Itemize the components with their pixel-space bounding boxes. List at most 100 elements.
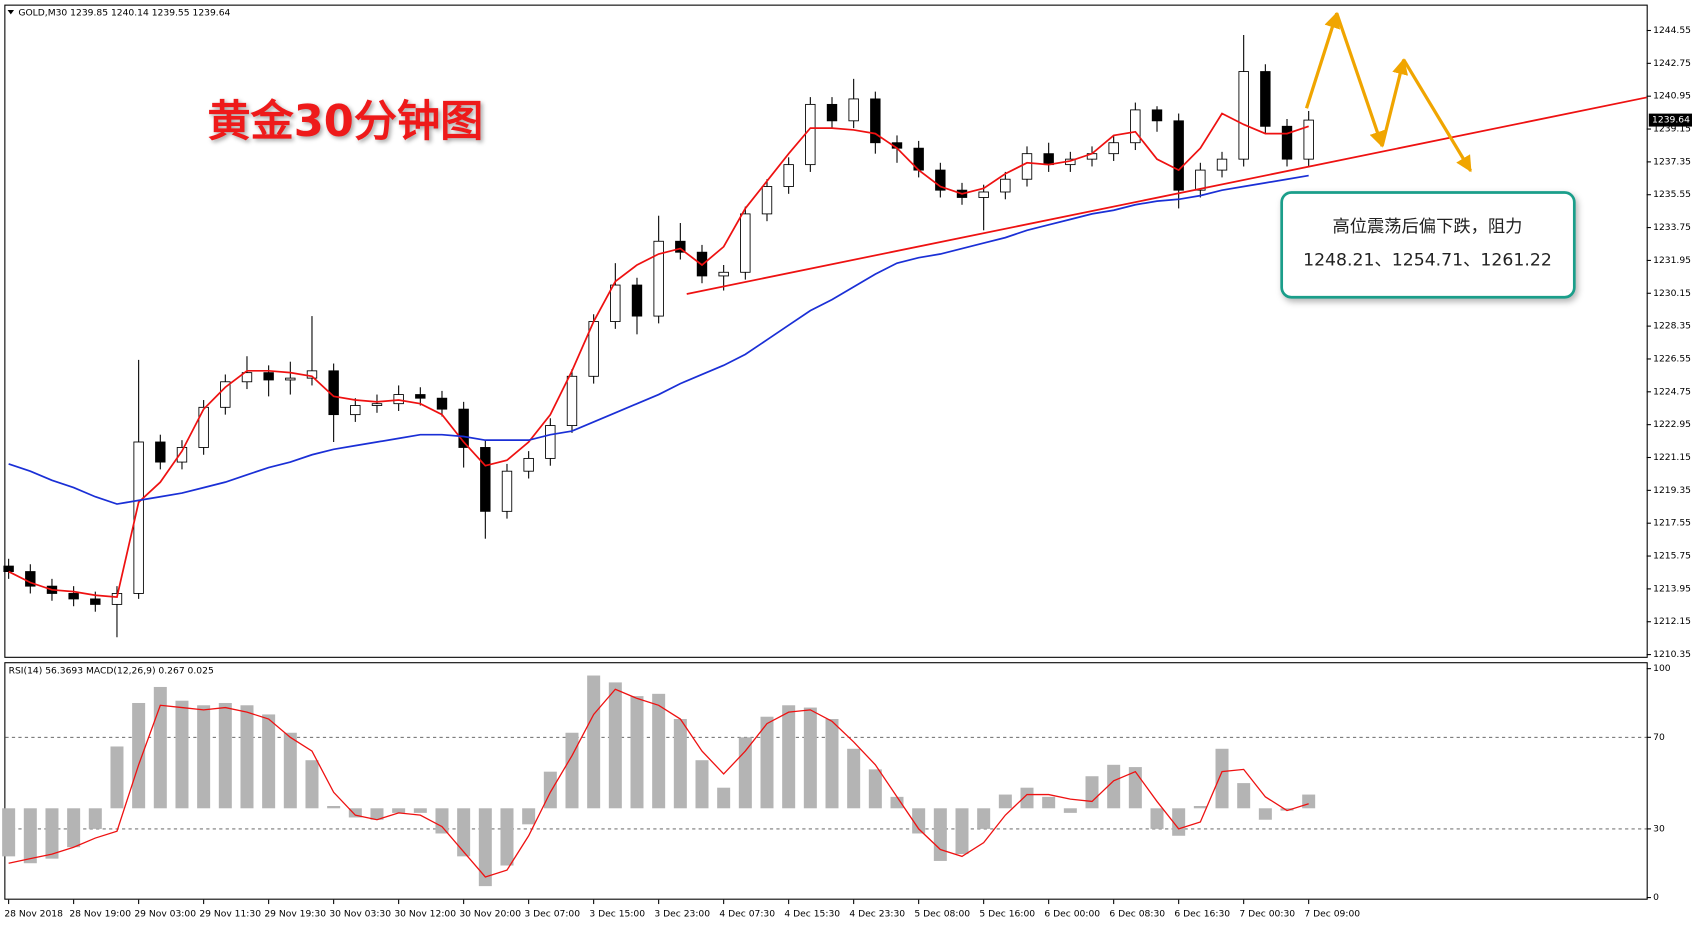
histogram-bar bbox=[565, 732, 579, 809]
histogram-bar bbox=[1085, 776, 1099, 809]
histogram-bar bbox=[933, 808, 947, 861]
main-frame bbox=[4, 4, 1648, 658]
x-tick-label: 30 Nov 03:30 bbox=[329, 908, 391, 919]
candle-body bbox=[870, 98, 881, 144]
histogram-bar bbox=[478, 808, 492, 887]
x-tick-label: 30 Nov 12:00 bbox=[394, 908, 456, 919]
histogram-bar bbox=[673, 719, 687, 809]
x-tick-label: 3 Dec 23:00 bbox=[654, 908, 710, 919]
candle-body bbox=[1151, 109, 1163, 122]
histogram-bar bbox=[652, 693, 666, 809]
candle-body bbox=[523, 457, 534, 472]
y-tick-label: 1217.55 bbox=[1653, 518, 1691, 529]
last-price-label: 1239.64 bbox=[1652, 115, 1690, 126]
candle-body bbox=[241, 372, 253, 383]
candle-body bbox=[285, 377, 296, 381]
candle-body bbox=[1021, 153, 1033, 180]
x-tick-label: 4 Dec 23:30 bbox=[849, 908, 905, 919]
y-tick-label: 0 bbox=[1653, 892, 1659, 903]
chart-title: GOLD,M30 1239.85 1240.14 1239.55 1239.64 bbox=[18, 8, 230, 19]
y-tick-label: 1221.15 bbox=[1653, 452, 1691, 463]
y-tick-label: 1244.55 bbox=[1653, 25, 1691, 36]
y-tick-label: 1231.95 bbox=[1653, 255, 1691, 266]
y-tick-label: 1222.95 bbox=[1653, 419, 1691, 430]
histogram-bar bbox=[782, 705, 796, 809]
candle-body bbox=[133, 441, 144, 594]
candle-body bbox=[1043, 153, 1054, 166]
histogram-bar bbox=[868, 769, 882, 809]
candle-body bbox=[1130, 109, 1141, 144]
candle-body bbox=[761, 186, 773, 215]
y-tick-label: 1224.75 bbox=[1653, 386, 1691, 397]
candle-body bbox=[3, 565, 14, 572]
histogram-bar bbox=[717, 787, 731, 809]
moving-average bbox=[8, 174, 1309, 505]
candle-body bbox=[198, 406, 209, 448]
histogram-bar bbox=[1280, 808, 1294, 811]
histogram-bar bbox=[413, 808, 427, 813]
histogram-bar bbox=[153, 686, 167, 809]
candle-body bbox=[436, 397, 448, 410]
x-tick-label: 7 Dec 09:00 bbox=[1304, 908, 1360, 919]
y-tick-label: 30 bbox=[1653, 823, 1665, 834]
candle-body bbox=[1303, 119, 1314, 160]
candle-body bbox=[1000, 178, 1011, 193]
y-tick-label: 1239.15 bbox=[1653, 124, 1691, 135]
candle-body bbox=[501, 470, 513, 512]
y-tick-label: 1235.55 bbox=[1653, 189, 1691, 200]
histogram-bar bbox=[88, 808, 102, 829]
histogram-bar bbox=[912, 808, 926, 834]
x-tick-label: 6 Dec 00:00 bbox=[1044, 908, 1100, 919]
candle-body bbox=[675, 240, 686, 253]
candle-body bbox=[848, 98, 859, 122]
histogram-bar bbox=[847, 748, 861, 809]
candle-body bbox=[1238, 71, 1249, 160]
y-tick-label: 70 bbox=[1653, 732, 1665, 743]
histogram-bar bbox=[500, 808, 514, 866]
x-tick-label: 3 Dec 07:00 bbox=[524, 908, 580, 919]
histogram-bar bbox=[305, 760, 319, 809]
candle-body bbox=[978, 191, 989, 198]
histogram-bar bbox=[522, 808, 536, 825]
candle-body bbox=[826, 103, 838, 122]
menu-arrow[interactable] bbox=[7, 9, 15, 15]
moving-average bbox=[8, 112, 1309, 599]
candle-body bbox=[566, 375, 578, 427]
candle-body bbox=[263, 372, 274, 381]
candle-body bbox=[458, 408, 469, 448]
y-tick-label: 1230.15 bbox=[1653, 288, 1691, 299]
y-tick-label: 1226.55 bbox=[1653, 353, 1691, 364]
histogram-bar bbox=[955, 808, 969, 855]
x-tick-label: 28 Nov 19:00 bbox=[69, 908, 131, 919]
y-tick-label: 1219.35 bbox=[1653, 485, 1691, 496]
y-tick-label: 1215.75 bbox=[1653, 551, 1691, 562]
y-tick-label: 1240.95 bbox=[1653, 91, 1691, 102]
x-tick-label: 6 Dec 08:30 bbox=[1109, 908, 1165, 919]
last-price-box bbox=[1648, 113, 1692, 127]
x-tick-label: 6 Dec 16:30 bbox=[1174, 908, 1230, 919]
histogram-bar bbox=[262, 714, 276, 809]
histogram-bar bbox=[587, 675, 601, 809]
histogram-bar bbox=[67, 808, 81, 848]
rsi-line bbox=[8, 688, 1309, 878]
histogram-bar bbox=[23, 808, 37, 864]
trend-line bbox=[686, 96, 1647, 295]
arrow bbox=[1402, 58, 1473, 173]
histogram-bar bbox=[890, 796, 904, 809]
candle-body bbox=[68, 593, 79, 600]
histogram-bar bbox=[1237, 783, 1251, 809]
histogram-bar bbox=[197, 705, 211, 809]
y-tick-label: 1237.35 bbox=[1653, 156, 1691, 167]
arrow bbox=[1335, 12, 1386, 148]
candle-body bbox=[90, 598, 101, 605]
histogram-bar bbox=[348, 808, 362, 818]
candle-body bbox=[350, 405, 361, 416]
histogram-bar bbox=[760, 716, 774, 809]
x-tick-label: 29 Nov 03:00 bbox=[134, 908, 196, 919]
candle-body bbox=[371, 403, 383, 406]
histogram-bar bbox=[977, 808, 991, 829]
histogram-bar bbox=[1150, 808, 1164, 829]
annotation-text: 高位震荡后偏下跌，阻力 bbox=[1332, 217, 1522, 237]
y-tick-label: 1212.15 bbox=[1653, 616, 1691, 627]
